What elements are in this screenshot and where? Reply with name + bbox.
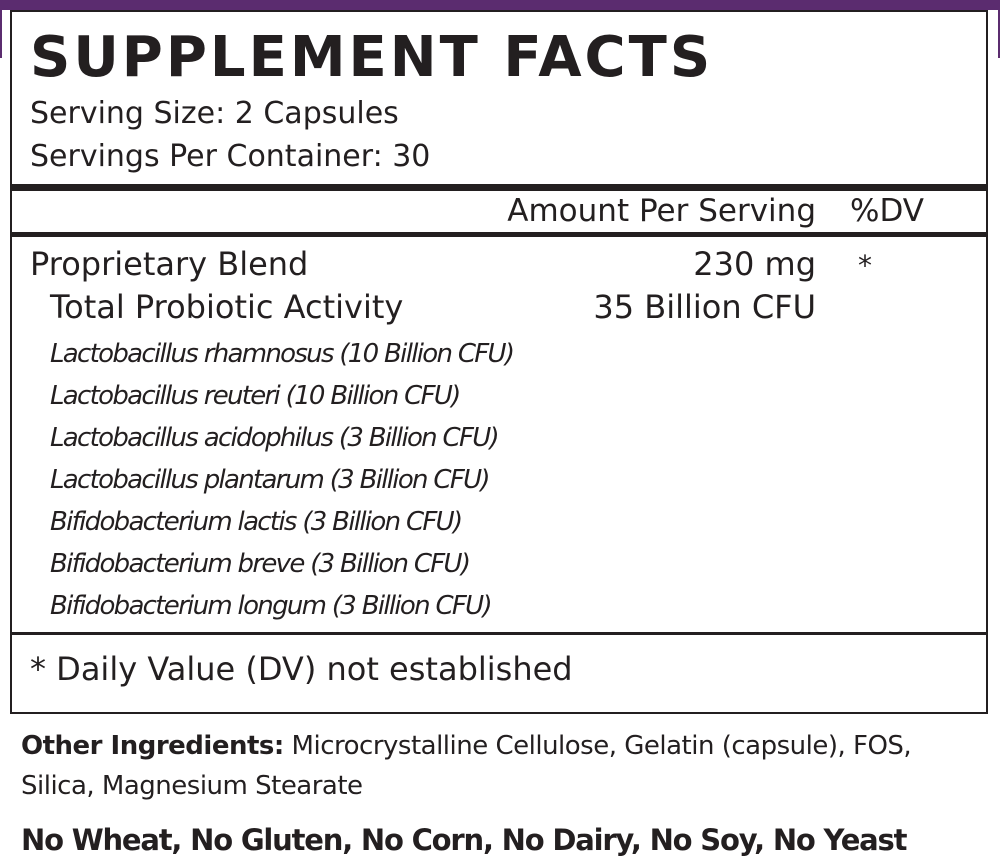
probiotic-activity-name: Total Probiotic Activity [50,288,404,326]
strain-item: Bifidobacterium lactis (3 Billion CFU) [50,507,463,537]
blend-dv: * [858,249,872,282]
strain-item: Lactobacillus reuteri (10 Billion CFU) [50,381,461,411]
brand-accent-bar [0,0,1000,10]
supplement-facts-panel: SUPPLEMENT FACTS Serving Size: 2 Capsule… [10,10,988,714]
brand-accent-left-edge [0,0,2,58]
serving-size: Serving Size: 2 Capsules [30,96,399,131]
amount-per-serving-header: Amount Per Serving [507,193,816,229]
strain-item: Lactobacillus acidophilus (3 Billion CFU… [50,423,500,453]
allergen-free-statement: No Wheat, No Gluten, No Corn, No Dairy, … [21,823,907,857]
other-ingredients-text: Microcrystalline Cellulose, Gelatin (cap… [21,731,912,801]
divider-header [12,232,986,237]
dv-footnote: * Daily Value (DV) not established [30,650,573,688]
other-ingredients: Other Ingredients: Microcrystalline Cell… [21,726,981,806]
brand-accent-right-edge [998,0,1000,58]
divider-footnote [12,632,986,635]
other-ingredients-label: Other Ingredients: [21,731,284,761]
panel-title: SUPPLEMENT FACTS [30,25,714,90]
strain-list: Lactobacillus rhamnosus (10 Billion CFU)… [50,333,515,627]
probiotic-activity-amount: 35 Billion CFU [593,288,816,326]
blend-amount: 230 mg [693,245,816,283]
strain-item: Lactobacillus plantarum (3 Billion CFU) [50,465,491,495]
servings-per-container: Servings Per Container: 30 [30,139,431,174]
dv-header: %DV [850,193,924,229]
strain-item: Bifidobacterium longum (3 Billion CFU) [50,591,493,621]
blend-name: Proprietary Blend [30,245,309,283]
divider-thick [12,184,986,191]
strain-item: Bifidobacterium breve (3 Billion CFU) [50,549,471,579]
strain-item: Lactobacillus rhamnosus (10 Billion CFU) [50,339,515,369]
